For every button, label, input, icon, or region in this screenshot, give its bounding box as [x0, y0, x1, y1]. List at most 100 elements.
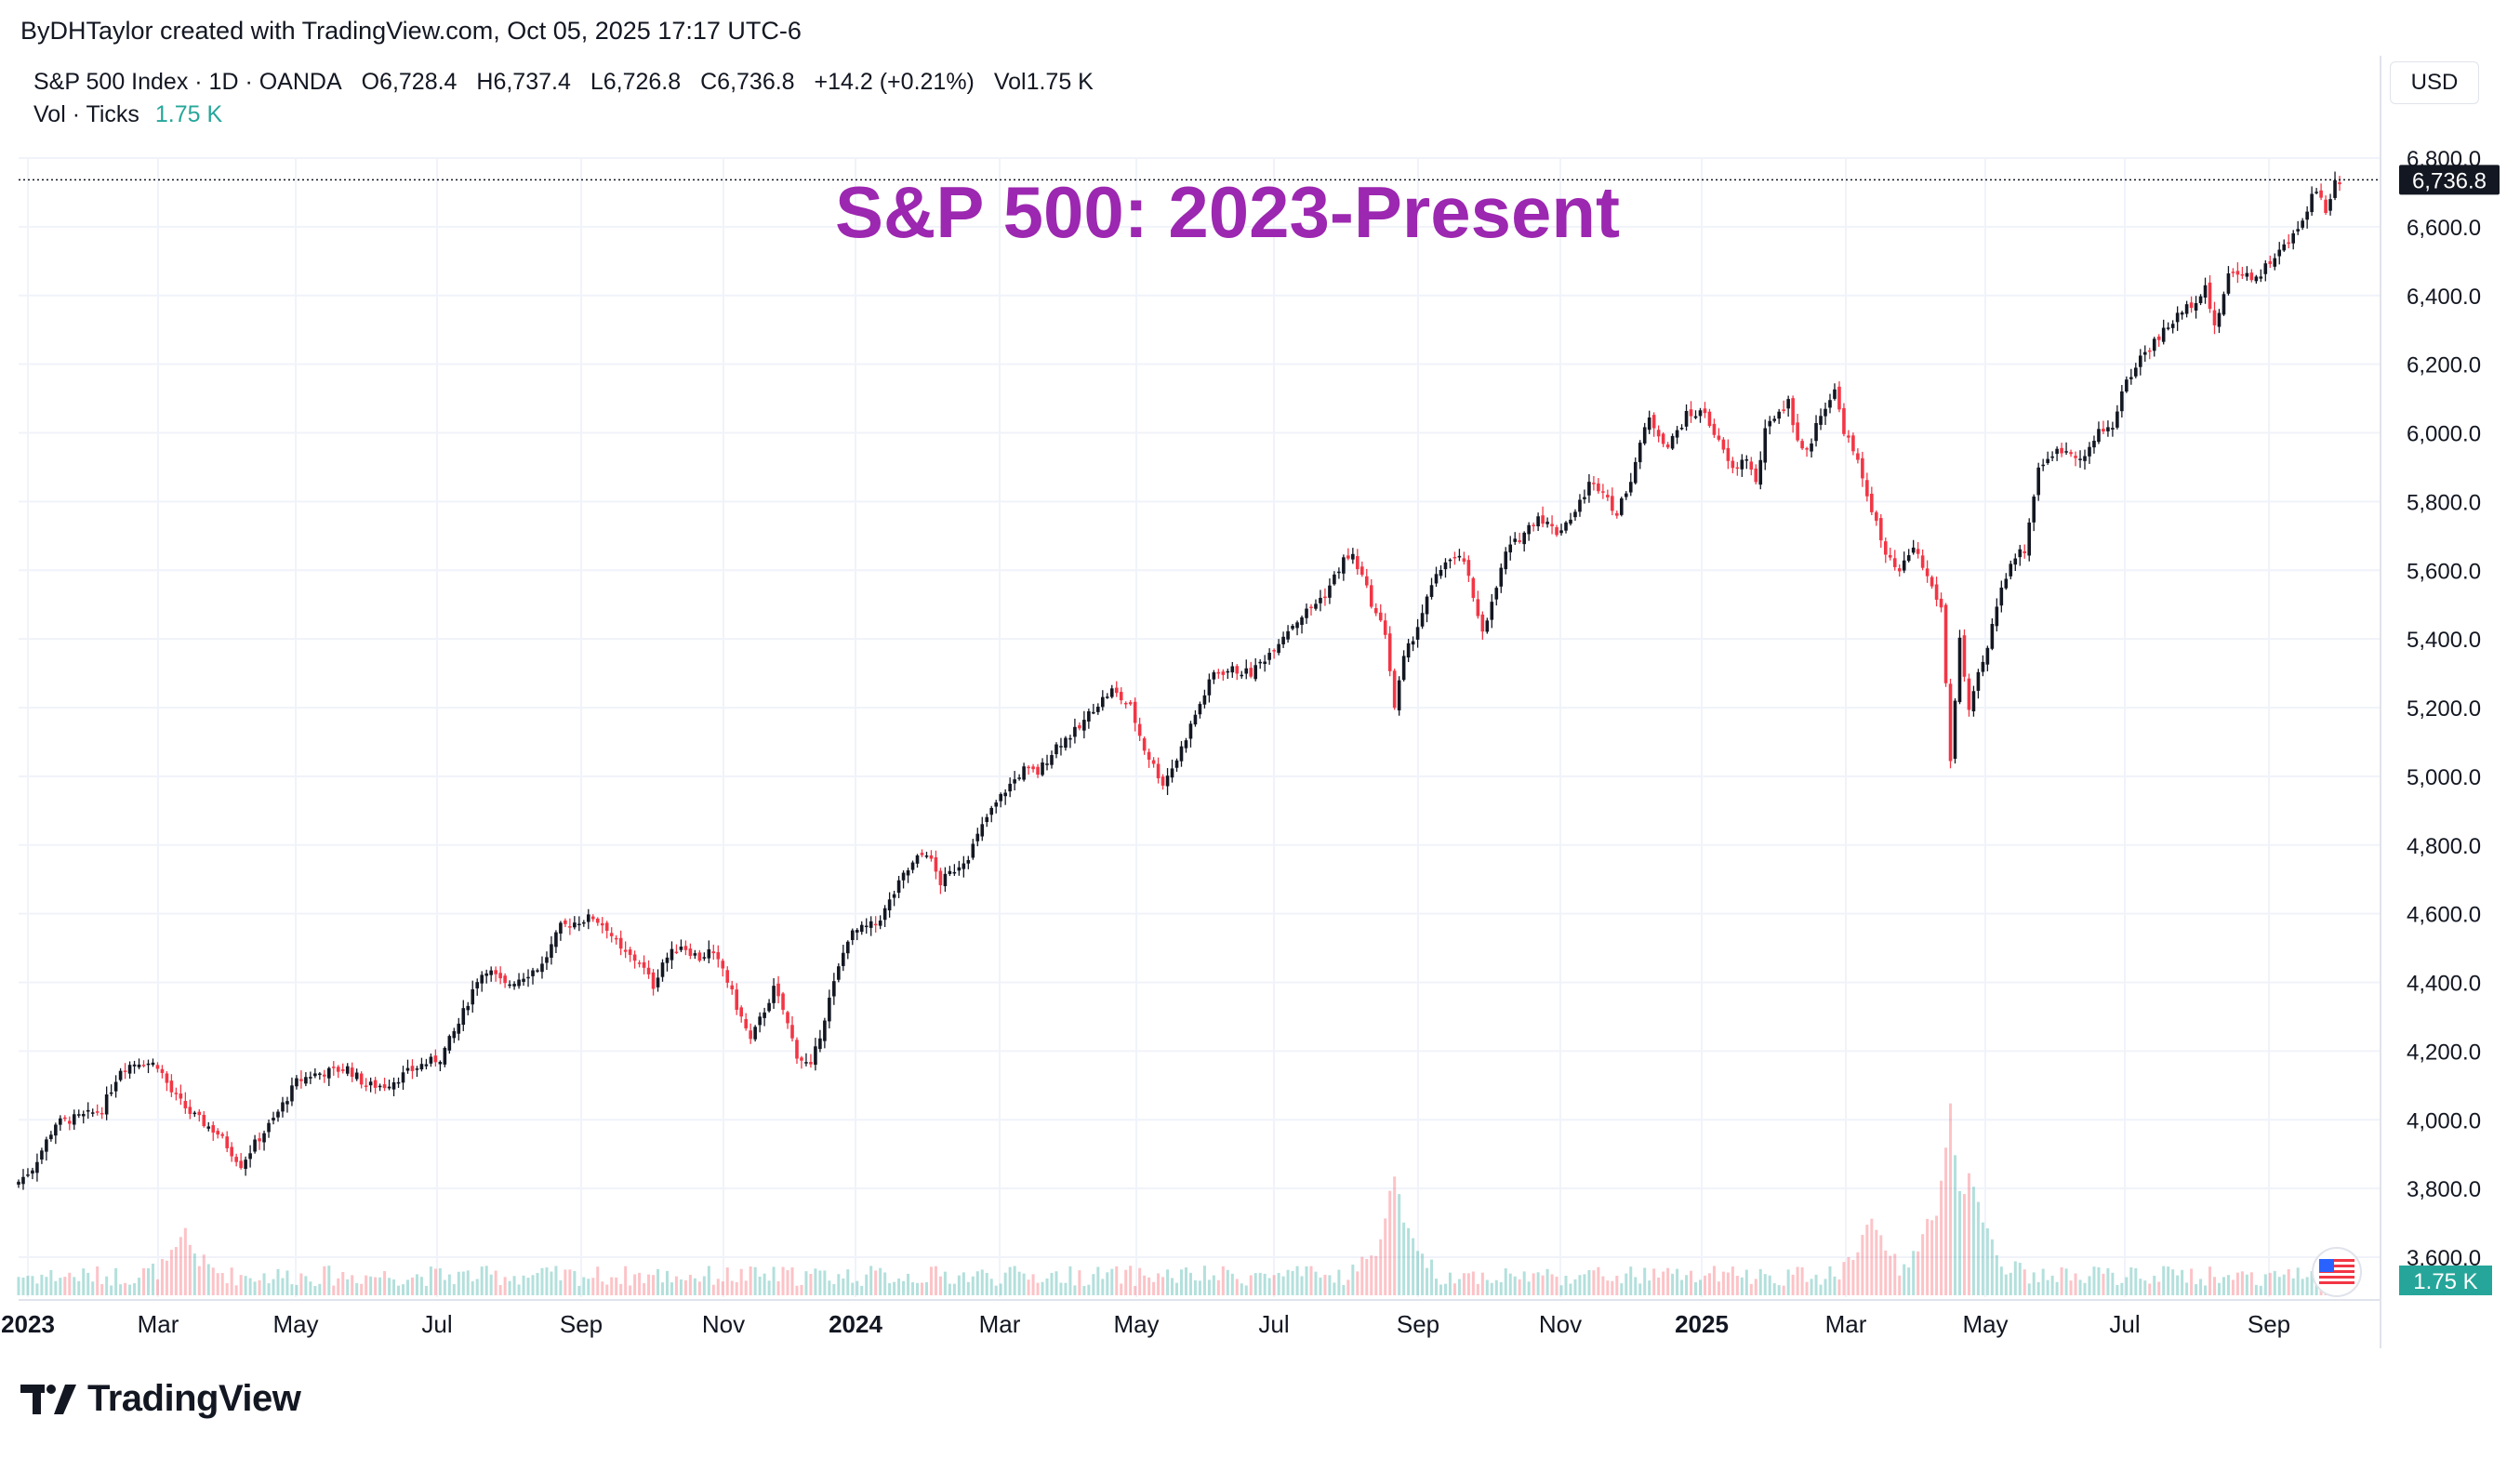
candle-body — [1314, 603, 1318, 609]
volume-bar — [2195, 1284, 2198, 1295]
volume-bar — [1819, 1284, 1823, 1295]
candle-body — [1777, 411, 1781, 419]
volume-bar — [86, 1272, 90, 1295]
volume-bar — [1120, 1283, 1123, 1295]
volume-bar — [1957, 1190, 1961, 1295]
candle-body — [1439, 570, 1443, 577]
symbol-label[interactable]: S&P 500 Index · 1D · OANDA — [33, 69, 342, 95]
volume-bar — [823, 1270, 827, 1295]
candle-body — [758, 1016, 762, 1026]
candle-body — [1888, 554, 1892, 558]
volume-bar — [234, 1285, 238, 1295]
volume-bar — [1462, 1273, 1466, 1295]
volume-bar — [471, 1280, 474, 1295]
candle-body — [2319, 190, 2323, 198]
candle-body — [99, 1112, 104, 1115]
volume-bar — [1466, 1273, 1470, 1295]
candle-body — [1684, 410, 1689, 427]
volume-bar — [2259, 1285, 2262, 1295]
volume-bar — [1685, 1275, 1689, 1295]
volume-bar — [1559, 1285, 1563, 1295]
candle-body — [845, 941, 850, 954]
candle-body — [313, 1073, 317, 1077]
candle-body — [512, 984, 516, 987]
candle-body — [1156, 763, 1161, 779]
chart-attribution: ByDHTaylor created with TradingView.com,… — [20, 17, 802, 45]
volume-bar — [1731, 1266, 1734, 1295]
candle-body — [2310, 193, 2314, 213]
volume-bar — [1314, 1271, 1318, 1295]
candle-body — [2249, 272, 2254, 281]
volume-bar — [369, 1276, 373, 1295]
candle-body — [1810, 443, 1813, 452]
candle-body — [1782, 409, 1785, 411]
candle-body — [790, 1025, 794, 1039]
candle-body — [1564, 522, 1568, 531]
candle-body — [104, 1094, 109, 1115]
volume-badge-label: 1.75 K — [2413, 1269, 2477, 1294]
candle-body — [781, 993, 785, 1010]
candle-body — [735, 989, 739, 1010]
candle-body — [1207, 679, 1212, 696]
candle-body — [364, 1085, 368, 1087]
volume-bar — [267, 1283, 271, 1295]
candle-body — [1425, 596, 1429, 615]
candle-body — [679, 947, 683, 950]
price-chart[interactable]: 6,800.06,600.06,400.06,200.06,000.05,800… — [0, 0, 2520, 1358]
volume-bar — [383, 1270, 387, 1295]
volume-bar — [739, 1268, 743, 1295]
candle-body — [1123, 702, 1128, 705]
candle-body — [2134, 367, 2138, 377]
volume-bar — [248, 1278, 252, 1295]
volume-bar — [1430, 1259, 1434, 1295]
volume-bar — [1634, 1277, 1638, 1295]
candle-body — [2212, 310, 2217, 325]
volume-bar — [197, 1266, 201, 1295]
candle-body — [1772, 418, 1777, 421]
candle-body — [1837, 386, 1841, 410]
candle-body — [466, 1005, 471, 1011]
candle-body — [896, 880, 901, 894]
candle-body — [1814, 422, 1818, 442]
volume-bar — [1384, 1218, 1387, 1295]
tradingview-brand[interactable]: TradingView — [20, 1378, 301, 1420]
volume-bar — [365, 1275, 368, 1295]
volume-bar — [1027, 1279, 1030, 1295]
volume-bar — [587, 1279, 590, 1295]
volume-bar — [855, 1280, 859, 1295]
volume-bar — [374, 1277, 378, 1295]
candle-body — [2175, 312, 2180, 323]
volume-bar — [2013, 1261, 2017, 1295]
candle-body — [230, 1147, 233, 1157]
candle-body — [651, 972, 656, 989]
candle-body — [461, 1008, 466, 1026]
volume-bar — [1712, 1266, 1716, 1295]
candle-body — [948, 870, 952, 874]
candle-body — [609, 933, 614, 936]
volume-bar — [1726, 1272, 1730, 1295]
volume-bar — [1393, 1176, 1397, 1295]
volume-bar — [220, 1272, 224, 1295]
volume-indicator-label[interactable]: Vol · Ticks — [33, 101, 139, 127]
candle-body — [415, 1068, 419, 1070]
volume-bar — [59, 1278, 62, 1295]
candle-body — [1476, 599, 1480, 616]
candle-body — [387, 1086, 391, 1089]
volume-bar — [2088, 1276, 2091, 1295]
volume-bar — [1036, 1282, 1040, 1295]
volume-bar — [402, 1284, 405, 1295]
volume-bar — [304, 1276, 308, 1295]
x-tick-label: Nov — [702, 1310, 745, 1338]
volume-bar — [582, 1277, 586, 1295]
currency-button[interactable]: USD — [2390, 61, 2479, 104]
volume-bar — [355, 1282, 359, 1295]
candle-body — [2301, 220, 2304, 228]
volume-bar — [281, 1278, 285, 1295]
volume-bar — [96, 1266, 99, 1295]
volume-bar — [1157, 1273, 1161, 1295]
candle-body — [869, 921, 873, 928]
candle-body — [197, 1111, 202, 1116]
volume-bar — [1147, 1277, 1151, 1295]
volume-bar — [138, 1278, 141, 1295]
y-tick-label: 4,800.0 — [2407, 834, 2481, 859]
